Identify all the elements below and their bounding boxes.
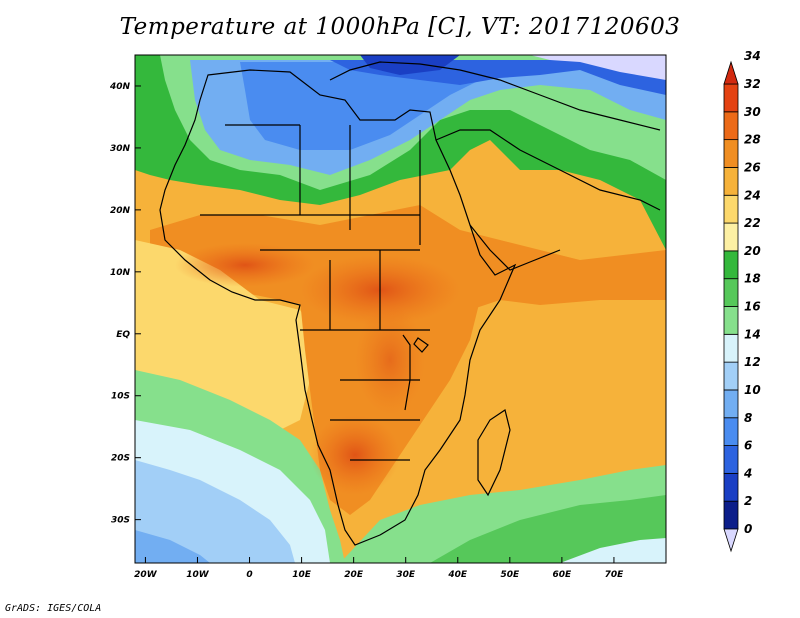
lon-tick-label: 30E xyxy=(396,570,416,580)
colorbar-bin xyxy=(723,222,739,252)
colorbar-label: 16 xyxy=(744,300,761,314)
lon-tick-label: 70E xyxy=(605,570,625,580)
colorbar-bin xyxy=(723,361,739,391)
colorbar-label: 28 xyxy=(744,133,761,147)
colorbar-bin xyxy=(723,250,739,280)
colorbar-bin xyxy=(723,445,739,474)
colorbar-label: 26 xyxy=(744,160,761,174)
colorbar-bin xyxy=(723,306,739,335)
colorbar-label: 8 xyxy=(744,411,752,425)
colorbar-bin xyxy=(723,500,739,530)
colorbar-bin xyxy=(723,167,739,196)
colorbar-bin xyxy=(723,194,739,224)
colorbar-bin xyxy=(723,139,739,168)
colorbar-bin xyxy=(723,389,739,419)
plot-frame xyxy=(134,54,667,564)
lat-tick-label: 30S xyxy=(111,516,130,526)
lon-tick-label: 10W xyxy=(186,570,210,580)
colorbar-label: 0 xyxy=(744,522,752,536)
lon-tick-label: 20W xyxy=(134,570,158,580)
lat-tick-label: 40N xyxy=(109,82,131,92)
colorbar-label: 14 xyxy=(744,327,761,341)
lat-tick-label: 30N xyxy=(110,144,131,154)
lon-tick-label: 10E xyxy=(292,570,312,580)
colorbar-bin xyxy=(723,278,739,307)
axis-ticks: 20W 10W 0 10E 20E 30E 40E 50E 60E 70E 40N 30N 20N 10N… xyxy=(109,82,624,580)
colorbar-label: 6 xyxy=(744,439,752,453)
credit-label: GrADS: IGES/COLA xyxy=(5,603,102,614)
colorbar-label: 22 xyxy=(744,216,761,230)
colorbar-bin xyxy=(723,472,739,502)
colorbar-label: 34 xyxy=(744,49,761,63)
lon-tick-label: 20E xyxy=(344,570,364,580)
lat-tick-label: 20N xyxy=(110,206,131,216)
coastlines xyxy=(159,61,661,546)
lat-tick-label: 10S xyxy=(111,392,130,402)
colorbar-bin xyxy=(723,111,739,141)
colorbar-over-arrow xyxy=(723,60,739,85)
lon-tick-label: 40E xyxy=(447,570,468,580)
colorbar-label: 32 xyxy=(744,77,761,91)
lon-tick-label: 60E xyxy=(553,570,573,580)
colorbar-label: 24 xyxy=(744,188,761,202)
lat-tick-label: EQ xyxy=(116,330,130,340)
lon-tick-label: 0 xyxy=(246,570,252,580)
colorbar-label: 30 xyxy=(744,105,761,119)
colorbar-label: 2 xyxy=(744,494,752,508)
lat-tick-label: 10N xyxy=(110,268,131,278)
colorbar-label: 12 xyxy=(744,355,761,369)
colorbar-bin xyxy=(723,83,739,113)
colorbar-bin xyxy=(723,333,739,363)
colorbar-bin xyxy=(723,417,739,446)
colorbar-label: 4 xyxy=(743,466,752,480)
figure-title: Temperature at 1000hPa [C], VT: 20171206… xyxy=(119,14,681,40)
lon-tick-label: 50E xyxy=(500,570,520,580)
temperature-field xyxy=(135,55,666,563)
colorbar-under-arrow xyxy=(723,528,739,553)
colorbar-label: 20 xyxy=(744,244,761,258)
lat-tick-label: 20S xyxy=(111,454,130,464)
colorbar-label: 18 xyxy=(744,272,761,286)
colorbar-label: 10 xyxy=(744,383,761,397)
